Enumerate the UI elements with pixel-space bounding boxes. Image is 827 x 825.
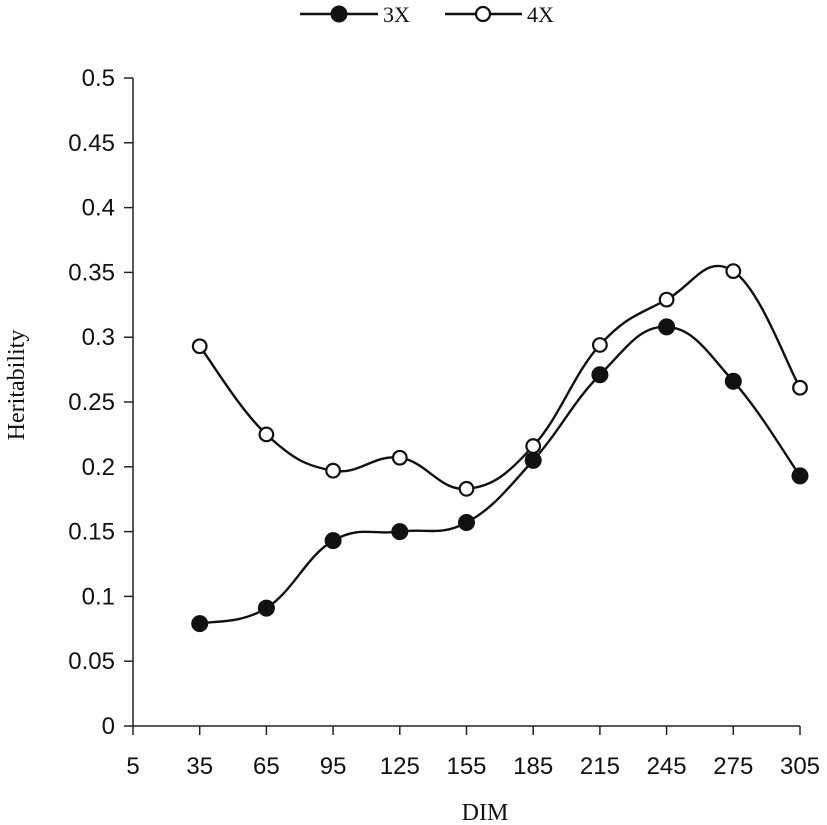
data-point-3x bbox=[257, 599, 275, 617]
data-point-3x bbox=[658, 318, 676, 336]
x-tick-label: 245 bbox=[647, 753, 687, 780]
data-point-3x bbox=[724, 372, 742, 390]
x-tick-label: 185 bbox=[513, 753, 553, 780]
x-tick-label: 95 bbox=[320, 753, 347, 780]
x-tick-label: 65 bbox=[253, 753, 280, 780]
y-tick-label: 0.1 bbox=[82, 583, 115, 610]
y-tick-label: 0.4 bbox=[82, 195, 115, 222]
x-tick-label: 155 bbox=[446, 753, 486, 780]
data-point-3x bbox=[391, 523, 409, 541]
data-point-4x bbox=[725, 263, 742, 280]
x-tick-label: 125 bbox=[380, 753, 420, 780]
legend-marker-4x bbox=[474, 5, 492, 23]
y-tick-label: 0 bbox=[102, 713, 115, 740]
series-line-4x bbox=[198, 264, 802, 491]
legend-item-4x: 4X bbox=[445, 2, 554, 27]
legend-item-3x: 3X bbox=[300, 2, 410, 27]
series-line-3x bbox=[199, 325, 801, 625]
y-tick-label: 0.2 bbox=[82, 454, 115, 481]
x-tick-label: 5 bbox=[126, 753, 139, 780]
y-axis-title: Heritability bbox=[4, 330, 30, 441]
legend-label-3x: 3X bbox=[383, 2, 410, 27]
data-point-4x bbox=[191, 338, 208, 355]
series-layer bbox=[191, 263, 809, 633]
data-point-3x bbox=[791, 467, 809, 485]
data-point-3x bbox=[591, 366, 609, 384]
y-tick-label: 0.45 bbox=[68, 130, 115, 157]
y-tick-label: 0.05 bbox=[68, 648, 115, 675]
data-point-4x bbox=[658, 291, 675, 308]
data-point-3x bbox=[458, 514, 475, 532]
data-point-4x bbox=[592, 337, 608, 353]
data-point-4x bbox=[525, 438, 542, 454]
legend-label-4x: 4X bbox=[527, 2, 554, 27]
x-tick-label: 215 bbox=[580, 753, 620, 780]
legend: 3X 4X bbox=[300, 2, 554, 27]
data-point-4x bbox=[258, 426, 275, 443]
data-point-3x bbox=[324, 532, 342, 550]
x-tick-label: 305 bbox=[780, 753, 820, 780]
data-point-3x bbox=[524, 451, 542, 469]
y-tick-label: 0.5 bbox=[82, 65, 115, 92]
x-axis-title: DIM bbox=[462, 800, 509, 825]
y-tick-label: 0.25 bbox=[68, 389, 115, 416]
y-tick-label: 0.3 bbox=[82, 324, 115, 351]
x-axis-ticks: 5 35 65 95 125 155 185 215 245 275 305 bbox=[126, 726, 820, 780]
x-tick-label: 35 bbox=[186, 753, 213, 780]
y-axis-ticks: 0 0.05 0.1 0.15 0.2 0.25 0.3 0.35 0.4 0.45 0.5 bbox=[68, 65, 133, 740]
y-tick-label: 0.15 bbox=[68, 519, 115, 546]
y-tick-label: 0.35 bbox=[68, 259, 115, 286]
data-point-3x bbox=[191, 615, 209, 633]
data-point-4x bbox=[325, 462, 342, 479]
data-point-4x bbox=[792, 379, 808, 396]
data-point-4x bbox=[391, 449, 408, 466]
x-tick-label: 275 bbox=[713, 753, 753, 780]
legend-marker-3x bbox=[330, 5, 348, 23]
data-point-4x bbox=[458, 480, 475, 497]
